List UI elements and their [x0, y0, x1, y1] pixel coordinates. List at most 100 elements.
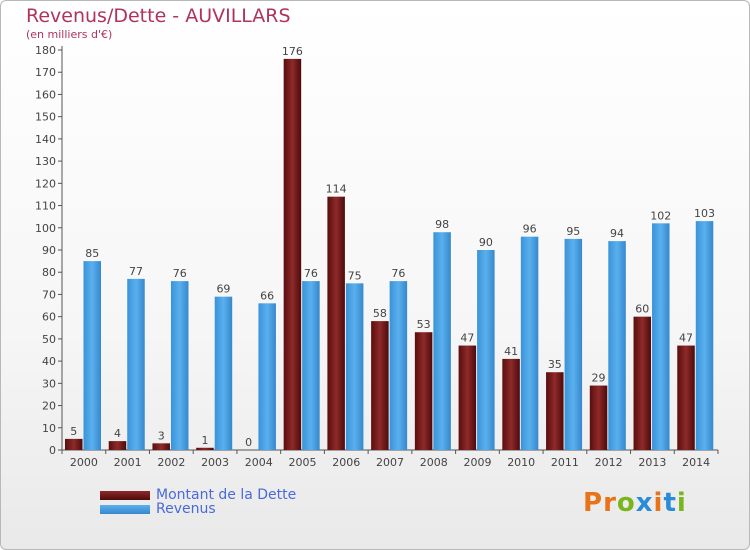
value-label-revenue: 96 [523, 223, 537, 236]
y-tick-label: 0 [49, 444, 56, 457]
value-label-revenue: 102 [650, 209, 671, 222]
legend-swatch-revenue [100, 504, 150, 514]
y-tick-label: 100 [35, 222, 56, 235]
value-label-debt: 60 [635, 303, 649, 316]
y-tick-label: 90 [42, 244, 56, 257]
value-label-debt: 4 [114, 427, 121, 440]
bar-revenue [170, 281, 189, 450]
bar-debt [589, 385, 608, 450]
legend-swatch-debt [100, 490, 150, 500]
bar-revenue [258, 303, 276, 450]
value-label-debt: 58 [373, 307, 387, 320]
y-tick-label: 140 [35, 133, 56, 146]
legend-label-revenue: Revenus [156, 501, 216, 517]
value-label-revenue: 76 [304, 267, 318, 280]
bar-revenue [127, 278, 145, 450]
value-label-revenue: 95 [566, 225, 580, 238]
x-tick-label: 2011 [551, 456, 579, 469]
legend-label-debt: Montant de la Dette [156, 487, 297, 503]
bar-debt [327, 196, 345, 450]
bar-revenue [477, 250, 495, 450]
value-label-revenue: 66 [260, 289, 274, 302]
bar-debt [502, 358, 520, 450]
value-label-debt: 47 [679, 332, 693, 345]
y-tick-label: 30 [42, 377, 56, 390]
legend-item-debt: Montant de la Dette [100, 487, 296, 503]
x-tick-label: 2004 [245, 456, 273, 469]
y-tick-label: 120 [35, 177, 56, 190]
y-tick-label: 170 [35, 66, 56, 79]
bar-debt [458, 345, 477, 450]
bar-revenue [520, 236, 539, 450]
logo-letter: i [653, 488, 664, 518]
value-label-revenue: 75 [348, 269, 362, 282]
y-tick-label: 80 [42, 266, 56, 279]
logo-letter: x [635, 488, 654, 518]
bar-revenue [695, 221, 714, 450]
value-label-debt: 29 [592, 372, 606, 385]
logo-letter: r [603, 488, 617, 518]
bar-debt [65, 438, 83, 450]
value-label-revenue: 76 [391, 267, 405, 280]
x-tick-label: 2003 [201, 456, 229, 469]
y-tick-label: 50 [42, 333, 56, 346]
value-label-revenue: 94 [610, 227, 624, 240]
y-tick-label: 10 [42, 422, 56, 435]
value-label-revenue: 103 [694, 207, 715, 220]
value-label-debt: 176 [282, 45, 303, 58]
x-tick-label: 2014 [682, 456, 710, 469]
y-tick-label: 40 [42, 355, 56, 368]
bar-revenue [433, 232, 451, 450]
value-label-revenue: 90 [479, 236, 493, 249]
bar-debt [677, 345, 695, 450]
y-tick-label: 130 [35, 155, 56, 168]
value-label-debt: 1 [201, 434, 208, 447]
value-label-debt: 114 [326, 183, 347, 196]
x-tick-label: 2009 [463, 456, 491, 469]
value-label-debt: 47 [460, 332, 474, 345]
x-tick-label: 2012 [595, 456, 623, 469]
bar-debt [196, 447, 214, 450]
bar-revenue [83, 261, 101, 450]
logo-letter: o [616, 488, 636, 518]
x-tick-label: 2002 [157, 456, 185, 469]
bar-debt [633, 316, 652, 450]
x-tick-label: 2001 [114, 456, 142, 469]
chart-title: Revenus/Dette - AUVILLARS [26, 5, 291, 27]
bar-revenue [345, 283, 364, 450]
logo-letter: t [663, 488, 677, 518]
x-tick-label: 2010 [507, 456, 535, 469]
value-label-revenue: 98 [435, 218, 449, 231]
y-tick-label: 160 [35, 88, 56, 101]
x-tick-label: 2007 [376, 456, 404, 469]
value-label-revenue: 77 [129, 265, 143, 278]
bar-revenue [302, 281, 320, 450]
value-label-debt: 3 [158, 429, 165, 442]
bar-revenue [214, 296, 233, 450]
y-tick-label: 180 [35, 44, 56, 57]
x-tick-label: 2006 [332, 456, 360, 469]
value-label-debt: 53 [417, 318, 431, 331]
y-tick-label: 20 [42, 400, 56, 413]
y-tick-label: 150 [35, 111, 56, 124]
bar-debt [371, 321, 389, 450]
x-tick-label: 2005 [289, 456, 317, 469]
bar-debt [108, 441, 127, 450]
x-tick-label: 2000 [70, 456, 98, 469]
value-label-debt: 0 [245, 436, 252, 449]
value-label-revenue: 69 [216, 283, 230, 296]
legend-item-revenue: Revenus [100, 501, 216, 517]
x-tick-label: 2013 [638, 456, 666, 469]
bar-debt [414, 332, 433, 450]
bar-debt [546, 372, 564, 450]
bar-revenue [564, 238, 583, 450]
y-tick-label: 110 [35, 200, 56, 213]
bar-debt [152, 443, 170, 450]
bar-revenue [389, 281, 408, 450]
value-label-revenue: 76 [173, 267, 187, 280]
proxiti-logo: Proxiti [583, 488, 687, 518]
logo-letter: P [583, 488, 604, 518]
logo-letter: i [676, 488, 687, 518]
value-label-revenue: 85 [85, 247, 99, 260]
